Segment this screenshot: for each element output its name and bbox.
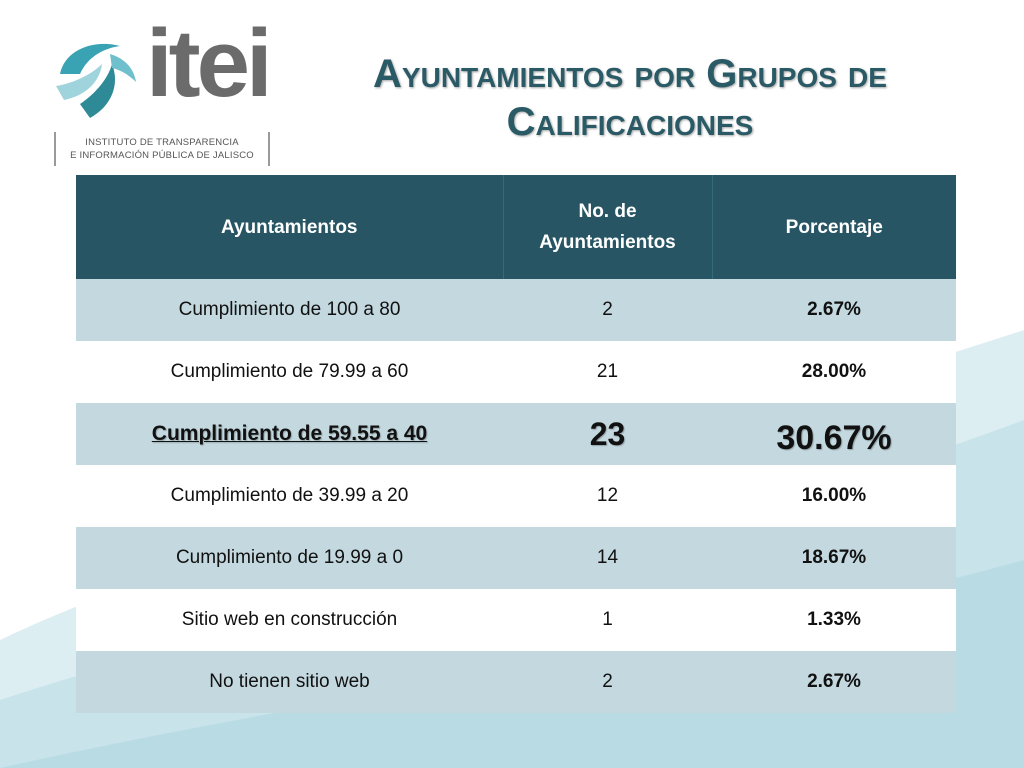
row-count: 14	[503, 527, 712, 589]
row-percent: 28.00%	[712, 341, 956, 403]
row-percent: 2.67%	[712, 651, 956, 713]
results-table: Ayuntamientos No. de Ayuntamientos Porce…	[76, 175, 956, 713]
row-count: 21	[503, 341, 712, 403]
table-row: Cumplimiento de 39.99 a 20 12 16.00%	[76, 465, 956, 527]
row-percent: 2.67%	[712, 279, 956, 341]
table-row: Cumplimiento de 79.99 a 60 21 28.00%	[76, 341, 956, 403]
header-no-ayuntamientos: No. de Ayuntamientos	[503, 175, 713, 279]
row-count: 12	[503, 465, 712, 527]
logo-subtitle-line2: E INFORMACIÓN PÚBLICA DE JALISCO	[70, 150, 254, 161]
row-name: Cumplimiento de 59.55 a 40	[76, 403, 503, 465]
itei-logo: itei INSTITUTO DE TRANSPARENCIA E INFORM…	[50, 16, 290, 170]
table-row-highlighted: Cumplimiento de 59.55 a 40 23 30.67%	[76, 403, 956, 465]
row-name: Cumplimiento de 39.99 a 20	[76, 465, 503, 527]
header-porcentaje: Porcentaje	[712, 175, 956, 279]
page-title-line1: Ayuntamientos por Grupos de	[373, 52, 887, 96]
row-name: No tienen sitio web	[76, 651, 503, 713]
row-name: Cumplimiento de 79.99 a 60	[76, 341, 503, 403]
row-percent: 16.00%	[712, 465, 956, 527]
row-name: Sitio web en construcción	[76, 589, 503, 651]
logo-subtitle-line1: INSTITUTO DE TRANSPARENCIA	[85, 137, 239, 148]
itei-logo-mark-icon	[56, 43, 136, 118]
table-header-row: Ayuntamientos No. de Ayuntamientos Porce…	[76, 175, 956, 279]
row-percent: 30.67%	[712, 403, 956, 465]
table-row: No tienen sitio web 2 2.67%	[76, 651, 956, 713]
table-row: Cumplimiento de 100 a 80 2 2.67%	[76, 279, 956, 341]
row-percent: 18.67%	[712, 527, 956, 589]
table-row: Cumplimiento de 19.99 a 0 14 18.67%	[76, 527, 956, 589]
table-row: Sitio web en construcción 1 1.33%	[76, 589, 956, 651]
page-title: Ayuntamientos por Grupos de Calificacion…	[300, 50, 960, 146]
logo-wordmark: itei	[146, 10, 273, 117]
row-name: Cumplimiento de 100 a 80	[76, 279, 503, 341]
logo-subtitle: INSTITUTO DE TRANSPARENCIA E INFORMACIÓN…	[54, 132, 270, 166]
page-title-line2: Calificaciones	[506, 100, 754, 144]
header-no-ayuntamientos-line1: No. de	[578, 201, 637, 222]
row-count: 2	[503, 279, 712, 341]
header-ayuntamientos: Ayuntamientos	[76, 175, 504, 279]
row-percent: 1.33%	[712, 589, 956, 651]
row-count: 2	[503, 651, 712, 713]
header-no-ayuntamientos-line2: Ayuntamientos	[539, 232, 676, 253]
row-count: 1	[503, 589, 712, 651]
row-count: 23	[503, 403, 712, 465]
row-name: Cumplimiento de 19.99 a 0	[76, 527, 503, 589]
